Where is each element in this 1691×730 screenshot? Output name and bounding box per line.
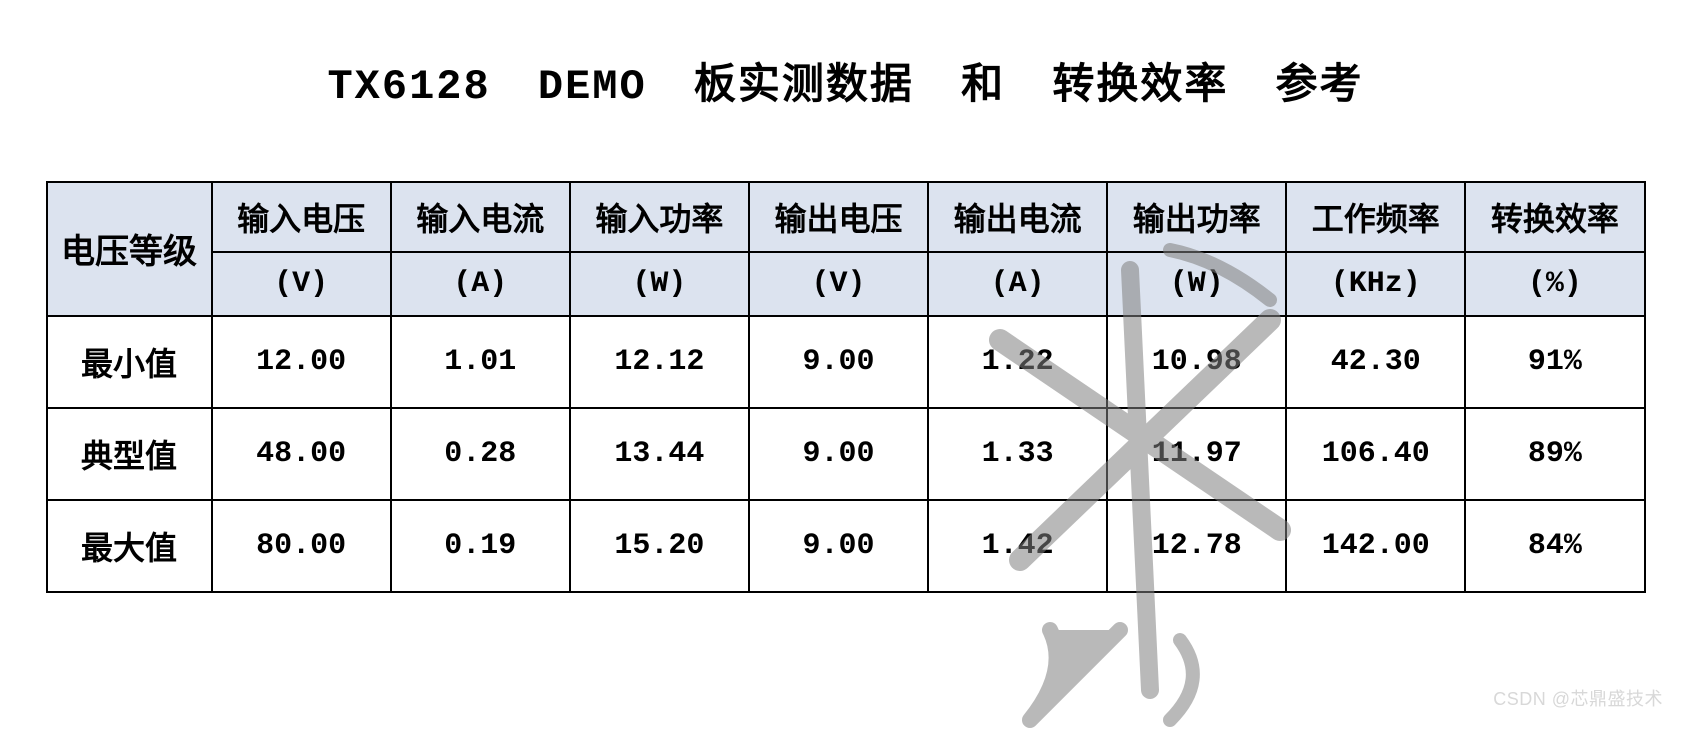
- col-header: 输入功率: [570, 182, 749, 252]
- col-header: 输入电流: [391, 182, 570, 252]
- col-unit: (A): [928, 252, 1107, 316]
- table-cell: 11.97: [1107, 408, 1286, 500]
- row-label: 典型值: [47, 408, 212, 500]
- table-cell: 1.42: [928, 500, 1107, 592]
- table-cell: 80.00: [212, 500, 391, 592]
- table-cell: 9.00: [749, 316, 928, 408]
- col-unit: (A): [391, 252, 570, 316]
- table-cell: 142.00: [1286, 500, 1465, 592]
- table-cell: 91%: [1465, 316, 1644, 408]
- col-unit: (W): [1107, 252, 1286, 316]
- table-cell: 0.19: [391, 500, 570, 592]
- table-cell: 0.28: [391, 408, 570, 500]
- measurement-table: 电压等级 输入电压 输入电流 输入功率 输出电压 输出电流 输出功率 工作频率 …: [46, 181, 1646, 593]
- col-unit: (W): [570, 252, 749, 316]
- table-cell: 42.30: [1286, 316, 1465, 408]
- table-cell: 84%: [1465, 500, 1644, 592]
- col-unit: (KHz): [1286, 252, 1465, 316]
- table-row: 最大值 80.00 0.19 15.20 9.00 1.42 12.78 142…: [47, 500, 1645, 592]
- table-cell: 15.20: [570, 500, 749, 592]
- col-header: 转换效率: [1465, 182, 1644, 252]
- table-header-row-units: (V) (A) (W) (V) (A) (W) (KHz) (%): [47, 252, 1645, 316]
- col-header: 输入电压: [212, 182, 391, 252]
- col-header: 输出功率: [1107, 182, 1286, 252]
- col-header: 输出电压: [749, 182, 928, 252]
- table-cell: 12.00: [212, 316, 391, 408]
- col-unit: (V): [212, 252, 391, 316]
- col-unit: (V): [749, 252, 928, 316]
- table-header-row-names: 电压等级 输入电压 输入电流 输入功率 输出电压 输出电流 输出功率 工作频率 …: [47, 182, 1645, 252]
- table-cell: 48.00: [212, 408, 391, 500]
- table-row: 典型值 48.00 0.28 13.44 9.00 1.33 11.97 106…: [47, 408, 1645, 500]
- table-cell: 106.40: [1286, 408, 1465, 500]
- row-header-label: 电压等级: [47, 182, 212, 316]
- row-label: 最小值: [47, 316, 212, 408]
- page-title: TX6128 DEMO 板实测数据 和 转换效率 参考: [40, 50, 1651, 111]
- table-cell: 1.01: [391, 316, 570, 408]
- table-cell: 1.22: [928, 316, 1107, 408]
- table-cell: 13.44: [570, 408, 749, 500]
- table-cell: 12.78: [1107, 500, 1286, 592]
- table-cell: 10.98: [1107, 316, 1286, 408]
- col-unit: (%): [1465, 252, 1644, 316]
- table-cell: 9.00: [749, 500, 928, 592]
- table-cell: 12.12: [570, 316, 749, 408]
- table-row: 最小值 12.00 1.01 12.12 9.00 1.22 10.98 42.…: [47, 316, 1645, 408]
- row-label: 最大值: [47, 500, 212, 592]
- col-header: 输出电流: [928, 182, 1107, 252]
- table-cell: 9.00: [749, 408, 928, 500]
- table-cell: 89%: [1465, 408, 1644, 500]
- watermark-attribution: CSDN @芯鼎盛技术: [1493, 685, 1663, 711]
- col-header: 工作频率: [1286, 182, 1465, 252]
- table-cell: 1.33: [928, 408, 1107, 500]
